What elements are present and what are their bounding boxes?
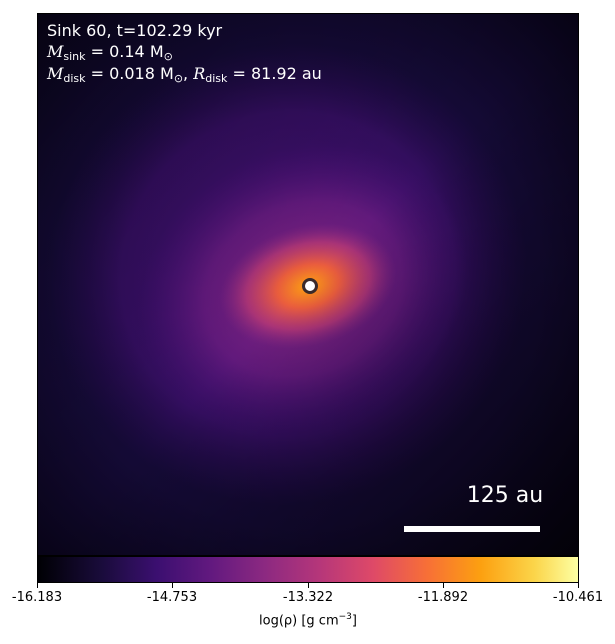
density-map: 125 au xyxy=(37,13,579,556)
sink-mass-label: Msink = 0.14 M⊙ xyxy=(47,42,173,63)
colorbar-tick-label: -16.183 xyxy=(11,590,63,605)
sink-marker xyxy=(302,278,318,294)
colorbar-tick-label: -11.892 xyxy=(417,590,469,605)
sink-title: Sink 60, t=102.29 kyr xyxy=(47,21,223,40)
colorbar-tick xyxy=(578,583,579,588)
scale-bar xyxy=(404,526,540,532)
colorbar-tick xyxy=(172,583,173,588)
density-image xyxy=(38,14,578,555)
colorbar-tick-label: -10.461 xyxy=(552,590,604,605)
colorbar-tick xyxy=(37,583,38,588)
colorbar-tick xyxy=(308,583,309,588)
colorbar-tick-label: -14.753 xyxy=(146,590,198,605)
colorbar-tick xyxy=(443,583,444,588)
colorbar-tick-label: -13.322 xyxy=(282,590,334,605)
disk-params-label: Mdisk = 0.018 M⊙, Rdisk = 81.92 au xyxy=(47,64,322,85)
colorbar xyxy=(37,556,579,583)
scale-bar-label: 125 au xyxy=(466,483,544,508)
colorbar-label: log(ρ) [g cm−3] xyxy=(259,612,357,629)
